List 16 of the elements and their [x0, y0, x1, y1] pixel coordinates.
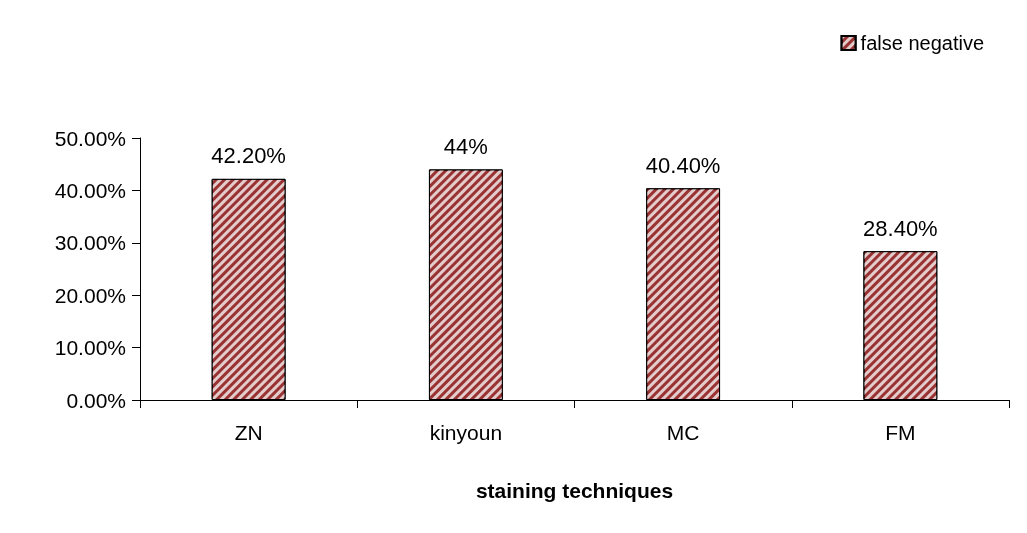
- x-axis-title: staining techniques: [475, 479, 674, 502]
- x-tick-label: kinyoun: [429, 421, 503, 444]
- data-label: 28.40%: [863, 215, 938, 241]
- data-label: 40.40%: [645, 152, 721, 178]
- y-tick-label: 20.00%: [54, 283, 126, 307]
- y-tick-label: 0.00%: [66, 388, 126, 412]
- x-tick-label: FM: [885, 421, 916, 444]
- x-tick-label: ZN: [234, 421, 263, 444]
- data-label: 44%: [443, 133, 488, 159]
- y-tick-label: 50.00%: [54, 126, 126, 150]
- legend-label: false negative: [860, 32, 984, 54]
- y-tick-label: 40.00%: [54, 178, 126, 202]
- x-tick-label: MC: [666, 421, 700, 444]
- data-label: 42.20%: [211, 143, 286, 169]
- y-tick-label: 30.00%: [54, 231, 126, 255]
- y-tick-label: 10.00%: [54, 336, 126, 360]
